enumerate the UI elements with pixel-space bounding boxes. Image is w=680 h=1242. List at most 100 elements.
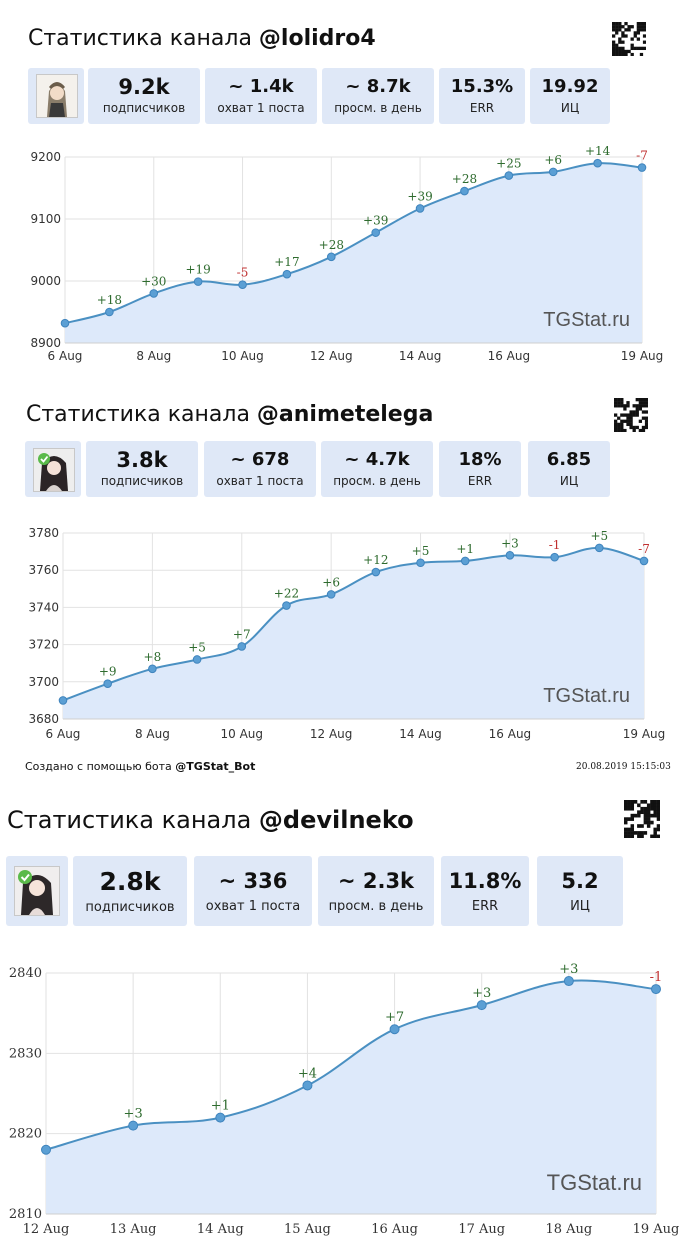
y-tick-label: 8900: [30, 336, 61, 350]
data-point: [193, 277, 203, 286]
subscribers-chart: 8900 9000 9100 9200 6 Aug 8 Aug 10 Aug 12 Aug 14…: [30, 144, 664, 363]
data-point: [105, 307, 114, 317]
data-point: [238, 280, 247, 290]
stat-value: 2.8k: [99, 867, 161, 896]
x-tick-label: 16 Aug: [489, 727, 532, 741]
stat-label: охват 1 поста: [205, 899, 301, 914]
delta-label: +3: [472, 986, 491, 1001]
title-prefix: Статистика канала: [28, 26, 259, 51]
stat-card-citation-index: 6.85 ИЦ: [528, 441, 610, 497]
x-tick-label: 15 Aug: [284, 1222, 331, 1237]
delta-label: +5: [590, 529, 608, 543]
stat-card-reach: ~ 678 охват 1 поста: [204, 441, 316, 497]
x-tick-label: 19 Aug: [621, 349, 664, 363]
data-point: [148, 664, 157, 674]
x-tick-label: 6 Aug: [46, 727, 81, 741]
title-prefix: Статистика канала: [7, 806, 259, 834]
x-tick-label: 12 Aug: [23, 1222, 70, 1237]
stat-value: 6.85: [546, 449, 592, 470]
channel-handle[interactable]: @lolidro4: [258, 26, 376, 51]
y-tick-label: 3760: [28, 563, 59, 577]
data-point: [58, 696, 68, 705]
x-tick-label: 10 Aug: [221, 349, 264, 363]
data-point: [593, 158, 602, 168]
data-point: [651, 984, 661, 995]
y-tick-label: 2830: [9, 1046, 42, 1061]
stat-label: ИЦ: [570, 899, 590, 914]
stat-label: подписчиков: [102, 101, 186, 115]
stat-card-daily-views: ~ 4.7k просм. в день: [321, 441, 433, 497]
data-point: [192, 655, 202, 664]
stat-card-citation-index: 19.92 ИЦ: [530, 68, 610, 124]
stat-card-subscribers: 3.8k подписчиков: [86, 441, 198, 497]
delta-label: +18: [97, 293, 122, 307]
channel-avatar[interactable]: [28, 68, 84, 124]
x-tick-label: 8 Aug: [135, 727, 170, 741]
delta-label: +7: [233, 627, 251, 641]
data-point: [60, 318, 70, 328]
stat-label: ИЦ: [560, 101, 580, 115]
data-point: [389, 1024, 400, 1035]
channel-avatar[interactable]: [25, 441, 81, 497]
stat-value: ~ 336: [218, 869, 288, 893]
stat-value: ~ 8.7k: [345, 76, 411, 97]
y-tick-label: 9000: [30, 274, 61, 288]
delta-label: +28: [319, 238, 344, 252]
subscribers-chart: 3680 3700 3720 3740 3760 3780 6 Aug 8 Aug 10 Aug…: [28, 526, 666, 741]
data-point: [550, 552, 559, 562]
data-point: [637, 163, 647, 172]
stat-card-reach: ~ 1.4k охват 1 поста: [205, 68, 317, 124]
watermark: TGStat.ru: [543, 685, 630, 707]
data-point: [149, 289, 159, 298]
series-line: [45, 979, 657, 1151]
channel-avatar[interactable]: [6, 856, 68, 926]
data-point: [548, 167, 558, 177]
stat-value: 5.2: [561, 869, 599, 893]
delta-label: +8: [144, 650, 162, 664]
qr-code-icon[interactable]: [612, 22, 647, 57]
delta-label: +7: [385, 1010, 404, 1025]
stat-value: 15.3%: [450, 76, 514, 97]
x-tick-label: 14 Aug: [399, 349, 442, 363]
data-point: [460, 186, 469, 196]
stat-card-daily-views: ~ 8.7k просм. в день: [322, 68, 434, 124]
delta-label: +30: [141, 274, 166, 288]
data-point: [505, 551, 515, 560]
data-point: [460, 556, 470, 566]
stat-label: ERR: [469, 101, 495, 115]
data-point: [237, 642, 247, 651]
x-tick-label: 6 Aug: [48, 349, 83, 363]
channel-handle[interactable]: @devilneko: [258, 806, 414, 834]
channel-handle[interactable]: @animetelega: [256, 402, 434, 427]
qr-code-icon[interactable]: [624, 800, 661, 839]
watermark: TGStat.ru: [543, 309, 630, 331]
x-tick-label: 14 Aug: [399, 727, 442, 741]
subscribers-chart: 2810 2820 2830 2840 12 Aug 13 Aug 14 Aug 15 Aug…: [9, 962, 679, 1237]
data-point: [327, 252, 336, 262]
y-tick-label: 9100: [30, 212, 61, 226]
x-tick-label: 19 Aug: [623, 727, 666, 741]
avatar-image-icon: [33, 448, 75, 492]
stat-card-err: 18% ERR: [439, 441, 521, 497]
data-point: [282, 269, 292, 279]
x-tick-label: 18 Aug: [545, 1222, 592, 1237]
area-fill: [65, 163, 642, 343]
delta-label: +6: [544, 153, 562, 167]
page-title: Статистика канала @animetelega: [26, 402, 433, 427]
area-fill: [63, 547, 644, 719]
y-tick-label: 3780: [28, 526, 59, 540]
delta-label: +3: [559, 962, 578, 977]
qr-code-icon[interactable]: [614, 398, 649, 433]
stat-label: подписчиков: [85, 900, 175, 915]
data-point: [371, 228, 380, 237]
channel-panel-devilneko: Статистика канала @devilneko 2.8k подпис…: [0, 790, 680, 1242]
y-tick-label: 2810: [9, 1207, 42, 1222]
area-fill: [46, 980, 656, 1214]
stat-value: 3.8k: [116, 448, 168, 472]
stat-label: просм. в день: [334, 101, 422, 115]
data-point: [103, 679, 112, 688]
bot-link[interactable]: @TGStat_Bot: [175, 760, 256, 773]
stat-label: просм. в день: [333, 474, 421, 488]
delta-label: +3: [124, 1107, 143, 1122]
delta-label: +25: [496, 157, 521, 171]
